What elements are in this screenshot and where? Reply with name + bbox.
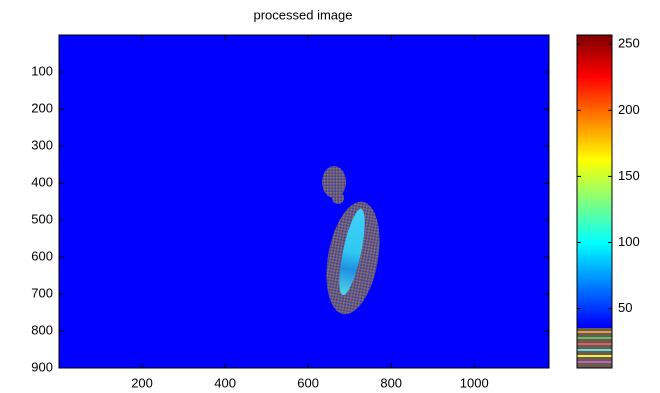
y-tick-label: 200: [31, 100, 53, 115]
x-tick-label: 1000: [460, 375, 489, 390]
stripe: [577, 337, 612, 339]
y-tick-label: 700: [31, 285, 53, 300]
y-tick-label: 500: [31, 211, 53, 226]
image-background: [59, 35, 549, 368]
y-tick-label: 400: [31, 174, 53, 189]
x-tick-label: 400: [214, 375, 236, 390]
colorbar: [577, 35, 612, 368]
chart: processed image 200 400 600 800 1000 100 200 30…: [0, 0, 660, 393]
y-tick-label: 600: [31, 248, 53, 263]
y-tick-label: 800: [31, 322, 53, 337]
colorbar-tick-label: 150: [618, 168, 640, 183]
page: processed image 200 400 600 800 1000 100 200 30…: [0, 0, 660, 393]
colorbar-tick-label: 50: [618, 300, 632, 315]
colorbar-tick-label: 200: [618, 102, 640, 117]
x-tick-label: 200: [131, 375, 153, 390]
colorbar-gradient: [577, 35, 612, 368]
colorbar-tick-label: 100: [618, 234, 640, 249]
stripe: [577, 361, 612, 363]
stripe: [577, 349, 612, 351]
y-tick-label: 100: [31, 63, 53, 78]
stripe: [577, 355, 612, 357]
blob: [322, 166, 346, 198]
chart-title: processed image: [254, 7, 353, 22]
colorbar-tick-label: 250: [618, 36, 640, 51]
stripe: [577, 343, 612, 345]
x-tick-label: 600: [297, 375, 319, 390]
y-tick-label: 300: [31, 137, 53, 152]
x-tick-label: 800: [380, 375, 402, 390]
image: [59, 35, 549, 368]
stripe: [577, 331, 612, 333]
y-tick-label: 900: [31, 359, 53, 374]
blob: [332, 192, 344, 204]
